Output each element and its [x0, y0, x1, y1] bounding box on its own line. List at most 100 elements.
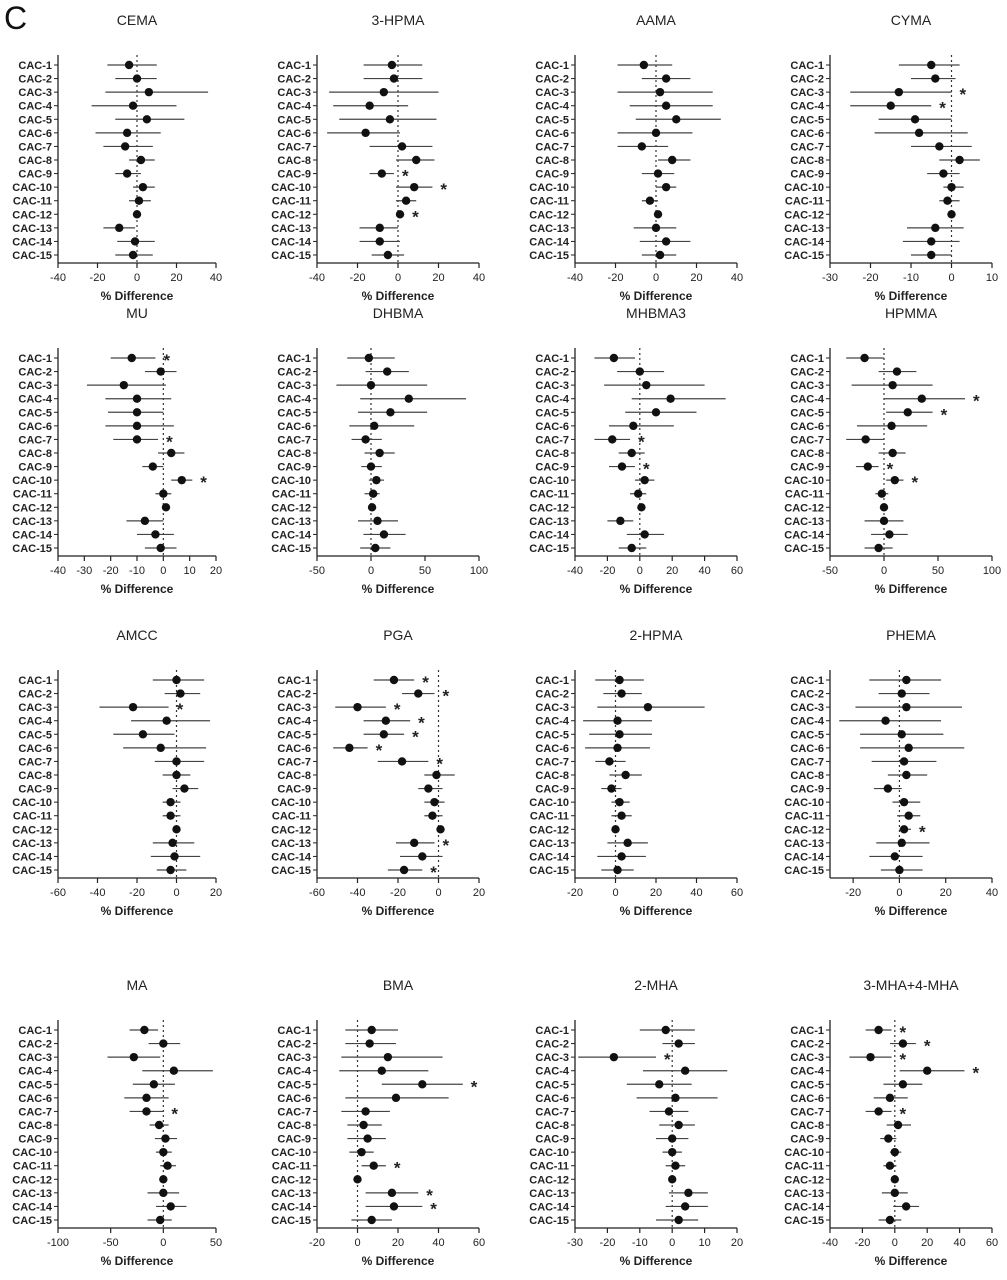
category-label: CAC-10 — [271, 1147, 311, 1159]
category-label: CAC-10 — [271, 797, 311, 809]
point-estimate — [132, 210, 142, 219]
category-label: CAC-4 — [535, 1066, 569, 1078]
chart-title: CEMA — [117, 12, 158, 28]
category-label: CAC-13 — [12, 223, 52, 235]
point-estimate — [365, 101, 374, 110]
point-estimate — [155, 1215, 165, 1225]
point-estimate — [386, 408, 395, 417]
significance-marker: * — [422, 673, 429, 692]
category-label: CAC-8 — [18, 1120, 52, 1132]
point-estimate — [397, 142, 407, 151]
point-estimate — [140, 1025, 149, 1035]
point-estimate — [381, 716, 391, 725]
x-tick-label: 0 — [134, 272, 140, 284]
point-estimate — [947, 182, 956, 192]
point-estimate — [899, 797, 909, 807]
x-tick-label: 50 — [932, 565, 944, 577]
significance-marker: * — [171, 1104, 178, 1123]
point-estimate — [122, 169, 132, 178]
point-estimate — [904, 811, 913, 820]
point-estimate — [613, 716, 622, 725]
point-estimate — [132, 394, 142, 403]
point-estimate — [955, 155, 964, 165]
point-estimate — [668, 155, 677, 165]
category-label: CAC-11 — [785, 489, 824, 501]
x-tick-label: -30 — [567, 1237, 583, 1249]
point-estimate — [383, 367, 392, 376]
category-label: CAC-8 — [535, 155, 569, 167]
category-label: CAC-13 — [529, 223, 569, 235]
significance-marker: * — [664, 1050, 671, 1069]
category-label: CAC-4 — [18, 101, 52, 113]
point-estimate — [368, 489, 378, 498]
category-label: CAC-7 — [790, 141, 824, 153]
point-estimate — [885, 1215, 895, 1225]
category-label: CAC-11 — [13, 1161, 52, 1173]
category-label: CAC-10 — [271, 475, 311, 487]
category-label: CAC-10 — [529, 797, 569, 809]
significance-marker: * — [166, 432, 173, 451]
point-estimate — [180, 784, 189, 793]
category-label: CAC-5 — [790, 729, 824, 741]
point-estimate — [923, 1066, 932, 1075]
category-label: CAC-14 — [12, 236, 53, 248]
category-label: CAC-14 — [784, 1201, 825, 1213]
category-label: CAC-13 — [271, 516, 311, 528]
point-estimate — [404, 394, 413, 403]
point-estimate — [399, 865, 409, 875]
category-label: CAC-3 — [277, 87, 311, 99]
category-label: CAC-6 — [277, 1093, 311, 1105]
category-label: CAC-12 — [12, 1174, 52, 1186]
point-estimate — [674, 1120, 683, 1130]
point-estimate — [668, 1134, 677, 1143]
chart-3-hpma: 3-HPMA-40 -20 0 20 40% DifferenceCAC-1CAC-2C… — [271, 12, 485, 303]
point-estimate — [615, 797, 624, 807]
point-estimate — [115, 223, 124, 233]
point-estimate — [168, 838, 177, 848]
category-label: CAC-7 — [277, 141, 311, 153]
category-label: CAC-14 — [529, 529, 570, 541]
category-label: CAC-15 — [271, 250, 311, 262]
point-estimate — [169, 1066, 179, 1075]
category-label: CAC-11 — [272, 1161, 311, 1173]
x-tick-label: 20 — [666, 565, 678, 577]
point-estimate — [129, 1052, 139, 1062]
x-tick-label: -20 — [350, 272, 366, 284]
significance-marker: * — [638, 432, 645, 451]
point-estimate — [159, 1175, 168, 1184]
point-estimate — [361, 128, 370, 138]
category-label: CAC-8 — [277, 448, 311, 460]
point-estimate — [177, 475, 186, 485]
point-estimate — [142, 115, 152, 124]
x-tick-label: 20 — [650, 887, 662, 899]
point-estimate — [132, 421, 142, 431]
chart-bma: BMA -20 0 20 40 60 % Difference CAC-1 CAC-2CAC-3… — [271, 977, 485, 1268]
point-estimate — [680, 1202, 690, 1211]
point-estimate — [412, 155, 421, 165]
category-label: CAC-3 — [535, 380, 569, 392]
category-label: CAC-12 — [12, 502, 52, 514]
point-estimate — [931, 223, 940, 233]
category-label: CAC-9 — [790, 784, 824, 796]
category-label: CAC-10 — [12, 475, 52, 487]
category-label: CAC-3 — [790, 87, 824, 99]
point-estimate — [616, 516, 625, 526]
point-estimate — [898, 1039, 908, 1048]
category-label: CAC-12 — [784, 1174, 824, 1186]
category-label: CAC-2 — [18, 689, 52, 701]
category-label: CAC-11 — [13, 489, 52, 501]
category-label: CAC-9 — [535, 1134, 569, 1146]
significance-marker: * — [924, 1037, 931, 1056]
category-label: CAC-7 — [535, 141, 569, 153]
x-tick-label: 0 — [892, 1237, 898, 1249]
point-estimate — [627, 448, 636, 458]
point-estimate — [138, 182, 148, 192]
point-estimate — [684, 1188, 693, 1198]
category-label: CAC-13 — [529, 1188, 569, 1200]
category-label: CAC-13 — [784, 516, 824, 528]
x-tick-label: 0 — [612, 887, 618, 899]
x-tick-label: 0 — [173, 887, 179, 899]
point-estimate — [395, 210, 405, 219]
category-label: CAC-1 — [18, 675, 52, 687]
x-tick-label: 50 — [210, 1237, 222, 1249]
